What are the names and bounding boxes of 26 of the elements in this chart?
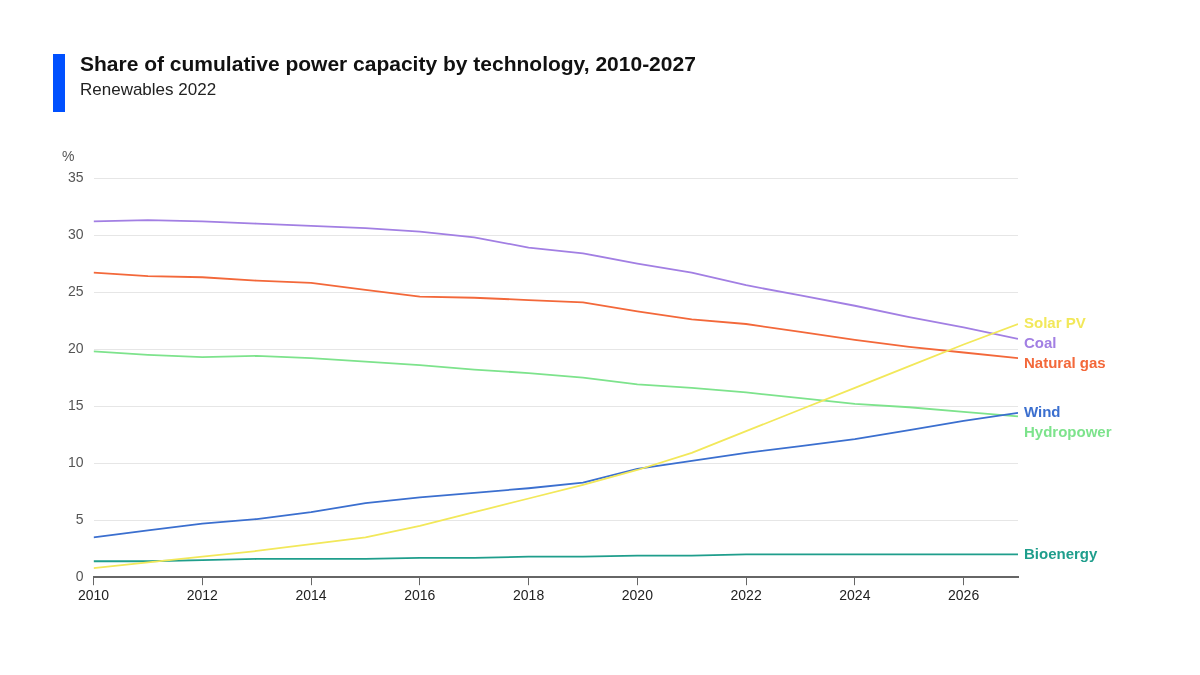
series-label: Hydropower xyxy=(1024,423,1112,441)
y-axis-title: % xyxy=(62,147,75,164)
y-tick-label: 15 xyxy=(67,396,84,413)
chart-subtitle: Renewables 2022 xyxy=(80,80,218,100)
x-tick-label: 2012 xyxy=(186,587,219,604)
x-tick-label: 2014 xyxy=(295,587,327,604)
series-label: Solar PV xyxy=(1024,314,1086,332)
x-tick-label: 2020 xyxy=(621,587,654,604)
x-tick-label: 2026 xyxy=(948,587,980,604)
x-tick-label: 2010 xyxy=(77,587,110,604)
x-tick-label: 2024 xyxy=(839,587,871,604)
x-tick-label: 2018 xyxy=(513,587,545,604)
y-tick-label: 35 xyxy=(67,168,84,185)
series-label: Bioenergy xyxy=(1024,544,1099,562)
x-tick-label: 2016 xyxy=(404,587,436,604)
x-tick-label: 2022 xyxy=(730,587,762,604)
series-label: Natural gas xyxy=(1024,354,1106,372)
y-tick-label: 0 xyxy=(75,568,84,585)
y-tick-label: 5 xyxy=(75,511,84,528)
series-label: Coal xyxy=(1024,334,1057,352)
chart-title: Share of cumulative power capacity by technology, 2010-2027 xyxy=(80,52,696,76)
series-label: Wind xyxy=(1024,403,1061,421)
y-tick-label: 30 xyxy=(67,225,84,242)
y-tick-label: 20 xyxy=(67,339,84,356)
y-tick-label: 10 xyxy=(67,454,84,470)
y-tick-label: 25 xyxy=(67,282,84,299)
